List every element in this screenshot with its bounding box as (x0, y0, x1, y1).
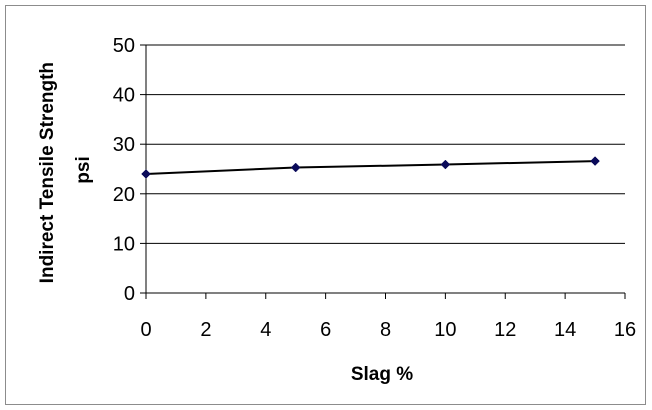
y-axis-title-line-2: psi (73, 156, 94, 183)
x-tick-label-0: 0 (140, 319, 151, 341)
x-tick-label-4: 4 (260, 319, 271, 341)
data-point-10 (440, 159, 451, 170)
x-tick-label-10: 10 (434, 319, 456, 341)
data-point-0 (141, 169, 151, 179)
y-axis-title: Indirect Tensile Strength psi (37, 57, 94, 284)
x-tick-label-8: 8 (380, 319, 391, 341)
y-tick-label-0: 0 (124, 283, 135, 305)
data-point-15 (590, 156, 600, 166)
y-axis-title-line-1: Indirect Tensile Strength (37, 62, 58, 283)
gridlines (146, 44, 625, 244)
axes (140, 44, 626, 299)
y-tick-label-20: 20 (113, 184, 135, 206)
x-tick-label-2: 2 (200, 319, 211, 341)
chart-frame (5, 5, 646, 405)
x-tick-label-14: 14 (554, 319, 576, 341)
series (141, 156, 600, 179)
x-axis-title: Slag % (351, 364, 413, 385)
x-tick-label-12: 12 (494, 319, 516, 341)
data-point-5 (290, 162, 301, 173)
y-tick-label-10: 10 (113, 233, 135, 255)
y-tick-label-30: 30 (113, 134, 135, 156)
y-tick-label-50: 50 (113, 35, 135, 57)
x-tick-label-16: 16 (614, 319, 636, 341)
x-tick-label-6: 6 (320, 319, 331, 341)
x-tick-labels: 0 2 4 6 8 10 12 14 16 (140, 319, 636, 341)
y-tick-label-40: 40 (113, 85, 135, 107)
series-line-0 (145, 160, 596, 175)
y-tick-labels: 0 10 20 30 40 50 (113, 35, 135, 305)
